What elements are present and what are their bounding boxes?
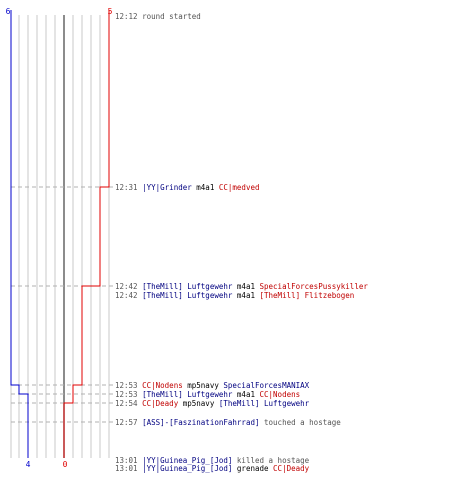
- blue-player-name: [ASS]-[FaszinationFahrrad]: [142, 418, 260, 427]
- blue-player-name: [TheMill] Luftgewehr: [142, 282, 233, 291]
- event-text: grenade: [232, 464, 274, 473]
- event-row: 13:01 |YY|Guinea_Pig_[Jod] grenade CC|De…: [115, 464, 309, 473]
- event-row: 12:54 CC|Deady mp5navy [TheMill] Luftgew…: [115, 399, 309, 408]
- player-count-gridlines: [10, 15, 110, 458]
- event-text: mp5navy: [182, 381, 224, 390]
- red-player-name: CC|medved: [218, 183, 260, 192]
- blue-player-name: [TheMill] Luftgewehr: [142, 291, 233, 300]
- event-time: 12:53: [115, 381, 143, 390]
- event-text: m4a1: [232, 390, 260, 399]
- red-player-name: CC|Deady: [273, 464, 310, 473]
- blue-player-name: |YY|Guinea_Pig_[Jod]: [142, 456, 233, 465]
- event-row: 12:53 [TheMill] Luftgewehr m4a1 CC|Noden…: [115, 390, 300, 399]
- red-start-count: 5: [108, 7, 113, 16]
- red-team-players-line: [63, 10, 110, 458]
- event-text: m4a1: [232, 291, 260, 300]
- event-time: 12:42: [115, 291, 143, 300]
- blue-player-name: |YY|Grinder: [142, 183, 192, 192]
- event-text: m4a1: [191, 183, 219, 192]
- event-guide-lines: [11, 186, 113, 423]
- event-time: 12:31: [115, 183, 143, 192]
- event-text: touched a hostage: [259, 418, 341, 427]
- red-player-name: CC|Nodens: [259, 390, 301, 399]
- event-text: m4a1: [232, 282, 260, 291]
- event-time: 12:57: [115, 418, 143, 427]
- red-player-name: CC|Nodens: [142, 381, 183, 390]
- event-time: 12:53: [115, 390, 143, 399]
- red-end-count: 0: [63, 460, 68, 469]
- event-time: 13:01: [115, 464, 143, 473]
- red-player-name: CC|Deady: [142, 399, 179, 408]
- event-text: killed a hostage: [232, 456, 310, 465]
- event-row: 12:53 CC|Nodens mp5navy SpecialForcesMAN…: [115, 381, 309, 390]
- event-row: 12:42 [TheMill] Luftgewehr m4a1 SpecialF…: [115, 282, 368, 291]
- event-row: 12:12 round started: [115, 12, 201, 21]
- blue-player-name: [TheMill] Luftgewehr: [218, 399, 310, 408]
- event-time: 12:12: [115, 12, 143, 21]
- round-timeline-graph: 6 5 4 0: [6, 7, 113, 469]
- event-row: 12:57 [ASS]-[FaszinationFahrrad] touched…: [115, 418, 341, 427]
- blue-player-name: |YY|Guinea_Pig_[Jod]: [142, 464, 233, 473]
- event-time: 13:01: [115, 456, 143, 465]
- blue-player-name: SpecialForcesMANIAX: [223, 381, 310, 390]
- blue-end-count: 4: [26, 460, 31, 469]
- event-row: 12:31 |YY|Grinder m4a1 CC|medved: [115, 183, 260, 192]
- event-text: mp5navy: [178, 399, 219, 408]
- blue-player-name: [TheMill] Luftgewehr: [142, 390, 233, 399]
- red-player-name: SpecialForcesPussykiller: [259, 282, 368, 291]
- event-time: 12:42: [115, 282, 143, 291]
- blue-start-count: 6: [6, 7, 11, 16]
- event-row: 13:01 |YY|Guinea_Pig_[Jod] killed a host…: [115, 456, 309, 465]
- red-player-name: [TheMill] Flitzebogen: [259, 291, 355, 300]
- event-row: 12:42 [TheMill] Luftgewehr m4a1 [TheMill…: [115, 291, 354, 300]
- event-time: 12:54: [115, 399, 143, 408]
- blue-team-players-line: [10, 10, 29, 458]
- event-text: round started: [142, 12, 201, 21]
